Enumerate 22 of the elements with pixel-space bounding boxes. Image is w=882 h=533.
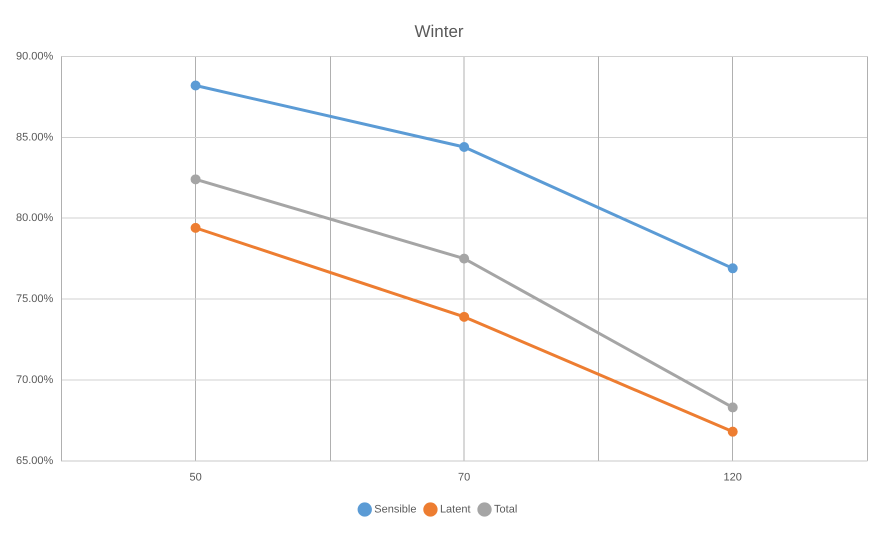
point [190, 80, 201, 91]
legend-label: Total [494, 504, 518, 516]
point [728, 426, 738, 437]
point [728, 402, 738, 412]
y-tick-label: 85.00% [16, 131, 54, 144]
x-tick-label: 70 [458, 471, 470, 484]
point [459, 254, 470, 264]
point [190, 222, 201, 233]
y-tick-label: 80.00% [16, 212, 54, 224]
x-tick-label: 120 [724, 471, 742, 484]
y-tick-label: 65.00% [16, 454, 54, 467]
point [728, 263, 738, 274]
y-tick-label: 90.00% [16, 50, 54, 62]
x-tick-label: 50 [189, 471, 202, 484]
y-tick-label: 70.00% [16, 374, 54, 386]
legend-label: Latent [440, 504, 471, 516]
legend-label: Sensible [374, 504, 416, 516]
point [190, 174, 201, 184]
point [459, 142, 470, 152]
y-tick-label: 75.00% [16, 293, 54, 306]
chart-title: Winter [414, 22, 464, 41]
point [459, 312, 470, 322]
